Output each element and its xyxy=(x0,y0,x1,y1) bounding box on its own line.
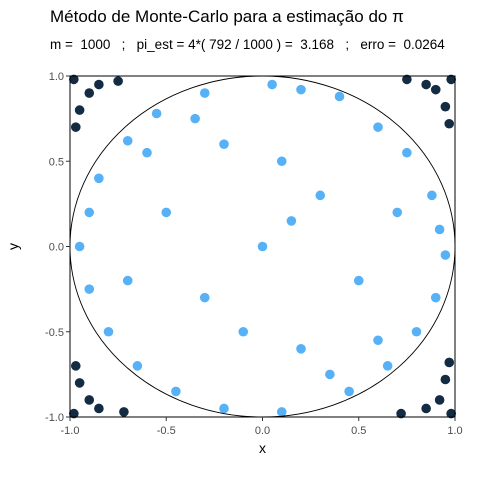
point-inside-22 xyxy=(219,403,229,414)
point-inside-2 xyxy=(199,88,210,98)
point-inside-0 xyxy=(267,79,277,90)
point-inside-35 xyxy=(373,335,383,346)
x-tick-label-1: -0.5 xyxy=(157,425,176,437)
point-inside-31 xyxy=(392,207,403,218)
point-outside-6 xyxy=(446,74,456,85)
point-outside-0 xyxy=(69,74,79,85)
point-inside-12 xyxy=(74,241,85,252)
point-outside-13 xyxy=(84,395,95,405)
point-inside-34 xyxy=(238,326,249,337)
y-tick-label-3: 0.5 xyxy=(49,156,64,168)
points-layer xyxy=(69,74,456,419)
point-inside-28 xyxy=(161,207,172,218)
point-inside-4 xyxy=(151,108,162,119)
point-outside-23 xyxy=(444,357,455,368)
x-tick-label-3: 0.5 xyxy=(351,425,366,437)
chart-subtitle: m = 1000 ; pi_est = 4*( 792 / 1000 ) = 3… xyxy=(50,37,445,52)
point-inside-18 xyxy=(132,361,143,371)
point-inside-23 xyxy=(276,407,287,417)
x-axis-title: x xyxy=(259,440,266,456)
x-tick-label-4: 1.0 xyxy=(447,425,462,437)
point-outside-21 xyxy=(421,403,431,414)
chart-title: Método de Monte-Carlo para a estimação d… xyxy=(50,7,404,26)
point-inside-7 xyxy=(402,147,412,158)
point-inside-36 xyxy=(142,147,152,158)
point-outside-7 xyxy=(430,84,441,95)
point-outside-19 xyxy=(434,395,445,405)
point-inside-33 xyxy=(276,156,287,167)
point-outside-9 xyxy=(421,79,431,90)
x-tick-label-2: 0.0 xyxy=(255,425,270,437)
point-inside-20 xyxy=(171,386,181,397)
point-outside-12 xyxy=(69,408,79,419)
y-tick-label-1: -0.5 xyxy=(45,327,64,339)
point-inside-38 xyxy=(190,113,200,124)
point-inside-19 xyxy=(382,361,393,371)
point-outside-8 xyxy=(440,101,451,112)
point-inside-14 xyxy=(84,284,95,294)
point-inside-25 xyxy=(315,190,326,201)
y-tick-label-4: 1.0 xyxy=(49,71,64,83)
point-outside-4 xyxy=(113,76,123,86)
point-inside-6 xyxy=(122,135,133,146)
point-inside-32 xyxy=(122,275,133,286)
axes-layer: -1.0 -0.5 0.0 0.5 1.0 -1.0 -0.5 0.0 0.5 1.0 x y xyxy=(5,71,463,456)
point-outside-14 xyxy=(74,378,85,388)
point-inside-15 xyxy=(430,292,441,303)
point-outside-11 xyxy=(444,118,455,129)
point-outside-18 xyxy=(446,408,456,419)
point-outside-20 xyxy=(440,374,451,385)
point-inside-39 xyxy=(286,216,297,226)
point-outside-10 xyxy=(402,74,412,85)
point-inside-16 xyxy=(103,326,114,337)
point-inside-37 xyxy=(325,369,335,380)
point-inside-10 xyxy=(84,207,95,218)
point-inside-1 xyxy=(296,84,306,95)
point-inside-5 xyxy=(373,122,383,132)
x-tick-label-0: -1.0 xyxy=(61,425,80,437)
y-axis-title: y xyxy=(5,243,21,250)
point-inside-29 xyxy=(296,344,306,354)
point-inside-26 xyxy=(199,292,210,303)
point-outside-5 xyxy=(70,122,81,132)
point-inside-30 xyxy=(219,139,229,149)
point-outside-22 xyxy=(396,408,406,419)
point-inside-9 xyxy=(427,190,437,201)
point-outside-16 xyxy=(119,407,129,417)
point-inside-17 xyxy=(411,326,422,337)
point-inside-8 xyxy=(94,173,104,184)
point-inside-24 xyxy=(257,241,268,252)
point-inside-3 xyxy=(334,91,345,102)
point-outside-3 xyxy=(94,79,104,90)
point-outside-17 xyxy=(70,361,81,371)
point-outside-15 xyxy=(94,403,104,414)
y-tick-label-0: -1.0 xyxy=(45,412,64,424)
point-inside-11 xyxy=(434,224,445,235)
point-inside-21 xyxy=(344,386,354,397)
point-inside-27 xyxy=(353,275,364,286)
point-inside-13 xyxy=(440,250,451,260)
point-outside-1 xyxy=(84,88,95,98)
y-tick-label-2: 0.0 xyxy=(49,242,64,254)
point-outside-2 xyxy=(74,105,85,115)
